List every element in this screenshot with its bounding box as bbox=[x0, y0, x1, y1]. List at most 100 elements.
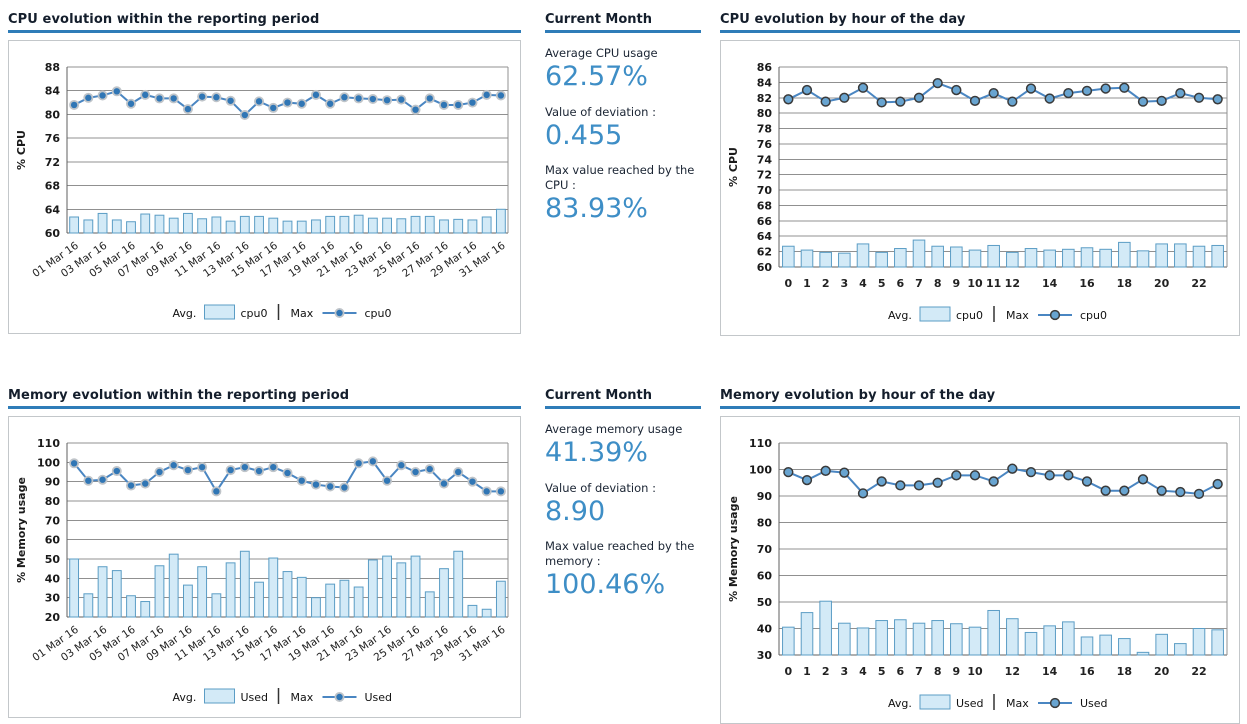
avg-bar bbox=[1080, 247, 1094, 268]
x-tick-label: 8 bbox=[934, 665, 942, 678]
y-tick-label: 86 bbox=[757, 61, 773, 74]
avg-bar bbox=[439, 219, 449, 234]
line-marker bbox=[1007, 96, 1018, 107]
panel-title: Current Month bbox=[545, 12, 653, 27]
line-marker bbox=[455, 468, 462, 476]
line-marker bbox=[99, 92, 106, 99]
stat-label: Average CPU usage bbox=[545, 46, 658, 60]
line-marker bbox=[127, 482, 135, 489]
avg-bar bbox=[225, 220, 236, 234]
y-tick-label: 84 bbox=[757, 76, 773, 89]
avg-bar bbox=[126, 221, 136, 234]
avg-bar bbox=[239, 550, 250, 618]
stat-item: Average memory usage 41.39% bbox=[545, 422, 705, 468]
y-tick-label: 64 bbox=[757, 230, 773, 243]
x-tick-label: 16 bbox=[1079, 665, 1095, 678]
y-tick-label: 74 bbox=[757, 153, 773, 166]
y-tick-label: 60 bbox=[45, 227, 61, 240]
avg-bar bbox=[111, 219, 122, 234]
line-marker bbox=[1025, 467, 1037, 478]
x-tick-label: 3 bbox=[841, 665, 849, 678]
line-marker bbox=[783, 467, 794, 478]
line-marker bbox=[1081, 476, 1093, 487]
line-marker bbox=[355, 95, 362, 102]
avg-bar bbox=[894, 619, 907, 656]
avg-bar bbox=[495, 208, 506, 234]
line-marker bbox=[227, 466, 234, 474]
avg-bar bbox=[987, 609, 1000, 656]
y-tick-label: 50 bbox=[757, 596, 773, 609]
legend-avg-swatch bbox=[204, 304, 235, 320]
stat-label: Average memory usage bbox=[545, 422, 683, 436]
x-tick-label: 10 bbox=[967, 277, 983, 290]
line-marker bbox=[988, 476, 999, 487]
y-tick-label: 70 bbox=[757, 184, 773, 197]
y-tick-label: 62 bbox=[757, 246, 772, 259]
y-tick-label: 60 bbox=[757, 570, 773, 583]
avg-bar bbox=[339, 215, 350, 234]
avg-bar bbox=[1174, 243, 1187, 268]
y-tick-label: 64 bbox=[45, 203, 61, 216]
avg-bar bbox=[481, 216, 492, 234]
x-tick-label: 0 bbox=[785, 277, 793, 290]
line-marker bbox=[839, 92, 850, 103]
line-marker bbox=[255, 467, 263, 475]
avg-bar bbox=[211, 593, 222, 618]
x-tick-label: 3 bbox=[841, 277, 849, 290]
avg-bar bbox=[254, 581, 264, 618]
line-marker bbox=[801, 474, 813, 486]
line-marker bbox=[70, 460, 78, 467]
legend-avg-series: Used bbox=[956, 697, 984, 710]
legend-avg-label: Avg. bbox=[888, 697, 912, 710]
avg-bar bbox=[1211, 629, 1224, 656]
y-tick-label: 78 bbox=[757, 123, 772, 136]
avg-bar bbox=[1192, 245, 1206, 268]
line-marker bbox=[336, 693, 343, 701]
x-tick-label: 10 bbox=[967, 665, 983, 678]
y-tick-label: 76 bbox=[45, 132, 61, 145]
x-tick-label: 9 bbox=[953, 665, 961, 678]
avg-bar bbox=[856, 627, 870, 656]
line-marker bbox=[270, 104, 277, 112]
avg-bar bbox=[325, 215, 336, 234]
avg-bar bbox=[140, 213, 151, 234]
line-marker bbox=[1044, 470, 1055, 481]
avg-bar bbox=[782, 245, 795, 268]
avg-bar bbox=[1062, 621, 1075, 656]
line-marker bbox=[355, 460, 362, 467]
chart-title: CPU evolution within the reporting perio… bbox=[8, 12, 320, 27]
avg-bar bbox=[782, 626, 795, 656]
avg-bar bbox=[1024, 631, 1038, 656]
line-marker bbox=[857, 488, 869, 499]
legend-max-series: Used bbox=[1080, 697, 1108, 710]
avg-bar bbox=[1211, 244, 1224, 268]
panel-title: Current Month bbox=[545, 388, 653, 403]
avg-bar bbox=[1062, 248, 1075, 268]
y-axis-title: % CPU bbox=[15, 130, 28, 170]
line-marker bbox=[1137, 96, 1149, 107]
line-marker bbox=[1063, 88, 1074, 99]
line-marker bbox=[156, 468, 163, 476]
avg-bar bbox=[353, 214, 364, 234]
line-marker bbox=[988, 88, 999, 99]
x-tick-label: 12 bbox=[1005, 665, 1020, 678]
x-tick-label: 2 bbox=[822, 277, 830, 290]
stat-value: 0.455 bbox=[545, 120, 623, 152]
line-marker bbox=[1175, 88, 1186, 99]
avg-bar bbox=[1192, 628, 1206, 656]
stat-value: 100.46% bbox=[545, 569, 666, 601]
line-marker bbox=[383, 477, 391, 484]
avg-bar bbox=[225, 562, 236, 618]
avg-bar bbox=[987, 244, 1000, 268]
line-marker bbox=[426, 95, 433, 102]
avg-bar bbox=[183, 584, 193, 618]
title-underline bbox=[720, 406, 1240, 409]
avg-bar bbox=[1043, 249, 1056, 268]
max-line bbox=[787, 82, 1218, 104]
line-marker bbox=[1175, 486, 1186, 498]
legend-avg-label: Avg. bbox=[173, 307, 197, 320]
line-marker bbox=[839, 467, 850, 478]
title-underline bbox=[720, 30, 1240, 33]
cpu-hour-section: CPU evolution by hour of the day 60 62 64 6… bbox=[720, 12, 1240, 336]
